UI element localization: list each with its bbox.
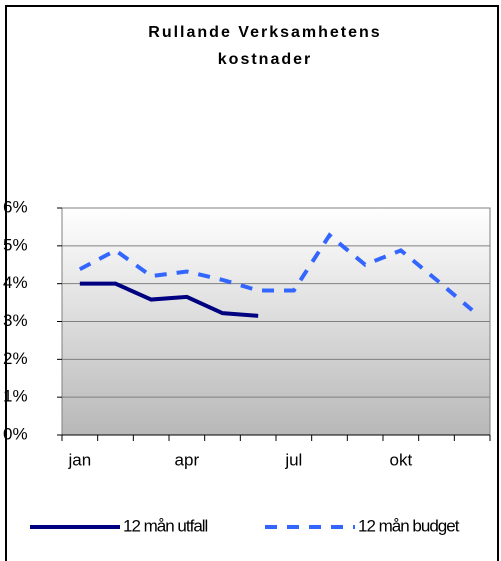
y-tick-label: 1%	[3, 387, 28, 406]
legend-label: 12 mån budget	[358, 516, 460, 535]
y-tick-label: 3%	[3, 311, 28, 330]
y-tick-label: 2%	[3, 349, 28, 368]
y-tick-label: 4%	[3, 273, 28, 292]
x-tick-label: okt	[389, 450, 412, 469]
chart-title: kostnader	[218, 51, 312, 68]
legend-label: 12 mån utfall	[123, 516, 208, 535]
y-tick-label: 6%	[3, 197, 28, 216]
series-line	[78, 232, 474, 312]
series-line	[79, 281, 259, 318]
y-tick-label: 5%	[3, 235, 28, 254]
x-tick-label: jan	[67, 450, 91, 469]
frame	[5, 5, 499, 561]
x-tick-label: apr	[175, 450, 200, 469]
x-tick-label: jul	[284, 450, 302, 469]
chart-title: Rullande Verksamhetens	[148, 24, 381, 41]
y-tick-label: 0%	[3, 424, 28, 443]
